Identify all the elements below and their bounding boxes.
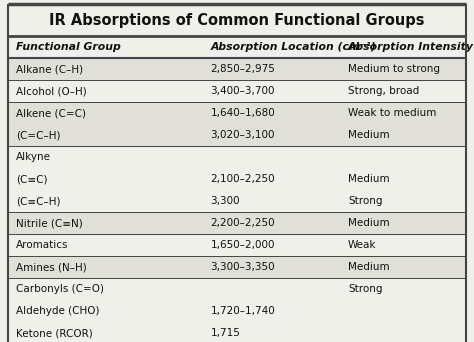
Text: Nitrile (C≡N): Nitrile (C≡N): [16, 218, 83, 228]
Text: 1,720–1,740: 1,720–1,740: [210, 306, 275, 316]
Text: Strong: Strong: [348, 284, 383, 294]
Text: Alkane (C–H): Alkane (C–H): [16, 64, 83, 74]
Bar: [8, 102, 466, 146]
Text: Amines (N–H): Amines (N–H): [16, 262, 87, 272]
Bar: [8, 278, 466, 342]
Text: Aldehyde (CHO): Aldehyde (CHO): [16, 306, 100, 316]
Text: Aromatics: Aromatics: [16, 240, 69, 250]
Text: 3,400–3,700: 3,400–3,700: [210, 86, 275, 96]
Text: Medium to strong: Medium to strong: [348, 64, 440, 74]
Text: Alkene (C=C): Alkene (C=C): [16, 108, 86, 118]
Bar: [8, 146, 466, 212]
Text: Medium: Medium: [348, 218, 390, 228]
Text: 3,300–3,350: 3,300–3,350: [210, 262, 275, 272]
Bar: [8, 4, 466, 36]
Text: Functional Group: Functional Group: [16, 42, 121, 52]
Text: (C≡C): (C≡C): [16, 174, 48, 184]
Bar: [8, 234, 466, 256]
Text: Alkyne: Alkyne: [16, 152, 51, 162]
Text: 1,650–2,000: 1,650–2,000: [210, 240, 275, 250]
Text: Medium: Medium: [348, 174, 390, 184]
Text: 3,300: 3,300: [210, 196, 240, 206]
Text: Carbonyls (C=O): Carbonyls (C=O): [16, 284, 104, 294]
Text: Absorption Location (cm⁻¹): Absorption Location (cm⁻¹): [210, 42, 376, 52]
Text: 1,640–1,680: 1,640–1,680: [210, 108, 275, 118]
Text: (C≡C–H): (C≡C–H): [16, 196, 61, 206]
Text: Ketone (RCOR): Ketone (RCOR): [16, 328, 93, 338]
Text: 3,020–3,100: 3,020–3,100: [210, 130, 275, 140]
Bar: [8, 212, 466, 234]
Text: Weak to medium: Weak to medium: [348, 108, 437, 118]
Text: Strong: Strong: [348, 196, 383, 206]
Text: Medium: Medium: [348, 130, 390, 140]
Text: 1,715: 1,715: [210, 328, 240, 338]
Bar: [8, 80, 466, 102]
Text: Absorption Intensity: Absorption Intensity: [348, 42, 474, 52]
Text: Alcohol (O–H): Alcohol (O–H): [16, 86, 87, 96]
Text: (C=C–H): (C=C–H): [16, 130, 61, 140]
Bar: [8, 36, 466, 58]
Bar: [8, 58, 466, 80]
Bar: [8, 256, 466, 278]
Text: Strong, broad: Strong, broad: [348, 86, 419, 96]
Text: IR Absorptions of Common Functional Groups: IR Absorptions of Common Functional Grou…: [49, 13, 425, 27]
Text: Weak: Weak: [348, 240, 376, 250]
Text: 2,200–2,250: 2,200–2,250: [210, 218, 275, 228]
Text: 2,850–2,975: 2,850–2,975: [210, 64, 275, 74]
Text: Medium: Medium: [348, 262, 390, 272]
Text: 2,100–2,250: 2,100–2,250: [210, 174, 275, 184]
